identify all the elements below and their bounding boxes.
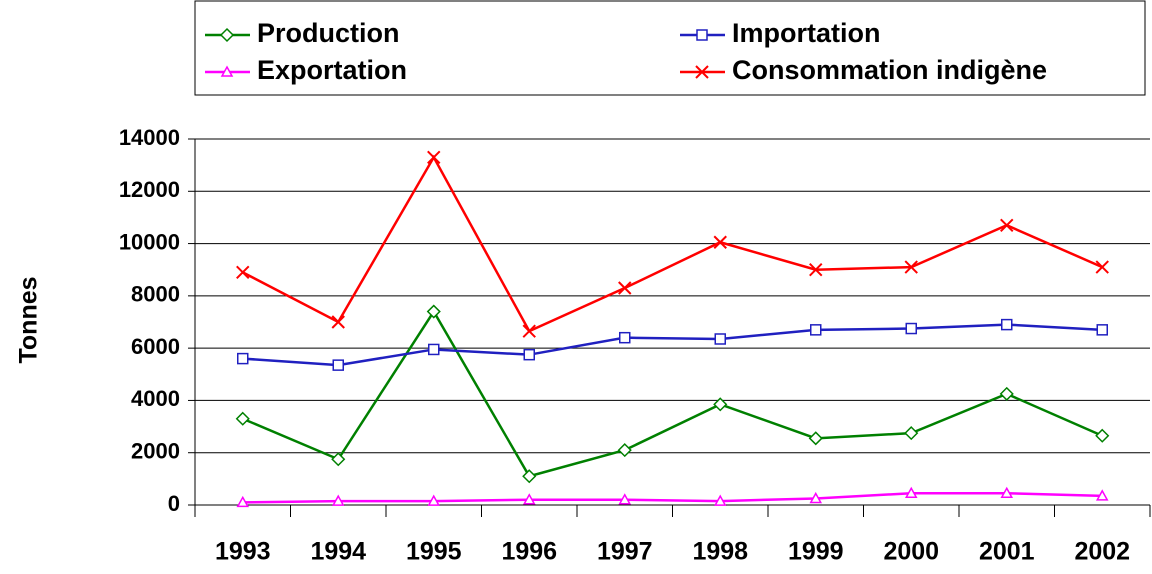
series-line bbox=[242, 323, 1103, 367]
data-point bbox=[1095, 428, 1110, 443]
data-point bbox=[999, 386, 1014, 401]
data-point bbox=[714, 333, 726, 345]
x-tick-label: 1996 bbox=[501, 538, 557, 566]
data-point bbox=[523, 348, 535, 361]
data-point bbox=[905, 322, 917, 335]
series-line bbox=[242, 154, 1103, 333]
data-point bbox=[1001, 318, 1013, 331]
y-tick-label: 6000 bbox=[131, 334, 180, 359]
data-point bbox=[236, 495, 250, 508]
legend-label: Production bbox=[257, 18, 400, 48]
y-tick-label: 14000 bbox=[119, 125, 180, 150]
legend-marker bbox=[696, 29, 708, 41]
data-point bbox=[618, 281, 632, 295]
data-point bbox=[713, 494, 727, 506]
data-point bbox=[810, 324, 822, 336]
series-line bbox=[242, 309, 1103, 478]
data-point bbox=[713, 397, 728, 412]
legend-marker bbox=[219, 27, 235, 43]
data-point bbox=[618, 493, 632, 505]
data-point bbox=[522, 324, 536, 338]
x-tick-label: 2002 bbox=[1074, 538, 1130, 566]
data-point bbox=[428, 343, 440, 356]
y-tick-label: 8000 bbox=[131, 282, 180, 307]
data-point bbox=[522, 493, 536, 505]
data-point bbox=[713, 235, 727, 249]
data-point bbox=[904, 486, 918, 498]
data-point bbox=[332, 359, 344, 371]
data-point bbox=[236, 265, 250, 280]
data-point bbox=[809, 491, 823, 504]
x-tick-label: 1998 bbox=[692, 538, 748, 566]
data-point bbox=[904, 260, 918, 274]
data-point bbox=[1095, 489, 1109, 501]
y-tick-label: 10000 bbox=[119, 229, 180, 254]
x-tick-label: 1999 bbox=[788, 538, 844, 566]
data-point bbox=[809, 263, 823, 277]
legend-marker bbox=[695, 65, 709, 79]
data-point bbox=[522, 469, 537, 484]
data-point bbox=[1096, 324, 1108, 336]
data-point bbox=[426, 304, 441, 319]
legend-box bbox=[194, 0, 1146, 96]
data-point bbox=[1000, 486, 1014, 498]
y-tick-label: 12000 bbox=[119, 177, 180, 202]
y-axis-label: Tonnes bbox=[15, 276, 43, 363]
legend-label: Exportation bbox=[257, 55, 407, 85]
data-point bbox=[619, 331, 631, 344]
data-point bbox=[1000, 218, 1014, 232]
x-tick-label: 1993 bbox=[215, 538, 271, 566]
legend-marker bbox=[220, 65, 234, 77]
data-point bbox=[427, 150, 441, 165]
y-tick-label: 0 bbox=[168, 491, 180, 516]
series-line bbox=[242, 491, 1103, 504]
x-tick-label: 1995 bbox=[406, 538, 462, 566]
legend-label: Importation bbox=[732, 18, 881, 48]
y-tick-label: 4000 bbox=[131, 386, 180, 411]
data-point bbox=[617, 443, 632, 458]
y-tick-label: 2000 bbox=[131, 439, 180, 464]
data-point bbox=[235, 411, 250, 426]
data-point bbox=[1095, 260, 1109, 274]
data-point bbox=[331, 315, 345, 329]
data-point bbox=[331, 494, 345, 506]
x-tick-label: 1997 bbox=[597, 538, 653, 566]
data-point bbox=[904, 426, 919, 441]
data-point bbox=[331, 452, 346, 467]
data-point bbox=[808, 431, 823, 446]
x-tick-label: 2001 bbox=[979, 538, 1035, 566]
data-point bbox=[237, 352, 249, 365]
x-tick-label: 2000 bbox=[883, 538, 939, 566]
x-tick-label: 1994 bbox=[310, 538, 366, 566]
data-point bbox=[427, 494, 441, 506]
legend-label: Consommation indigène bbox=[732, 55, 1047, 85]
